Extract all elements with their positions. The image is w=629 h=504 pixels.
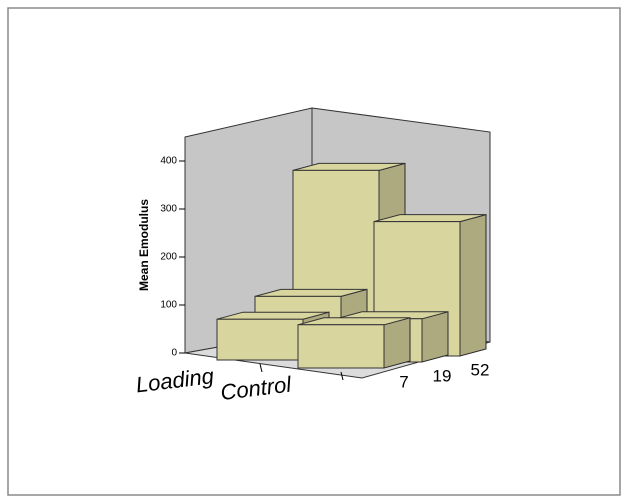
y-tick-label: 400 bbox=[160, 156, 177, 167]
bar-side bbox=[459, 213, 487, 357]
depth-tick-label: 7 bbox=[399, 372, 408, 391]
depth-tick-label: 19 bbox=[433, 366, 452, 385]
y-tick-label: 100 bbox=[160, 300, 177, 311]
y-tick-label: 200 bbox=[160, 252, 177, 263]
bar-side bbox=[383, 317, 411, 369]
bar-front bbox=[297, 324, 385, 369]
bar-side bbox=[421, 311, 449, 363]
x-tick bbox=[340, 371, 344, 381]
bar-front bbox=[216, 318, 304, 361]
x-tick bbox=[259, 363, 263, 373]
y-tick-label: 0 bbox=[171, 348, 177, 359]
y-axis-label: Mean Emodulus bbox=[137, 199, 151, 291]
bar bbox=[297, 317, 411, 369]
y-tick-label: 300 bbox=[160, 204, 177, 215]
depth-tick-label: 52 bbox=[471, 360, 490, 379]
